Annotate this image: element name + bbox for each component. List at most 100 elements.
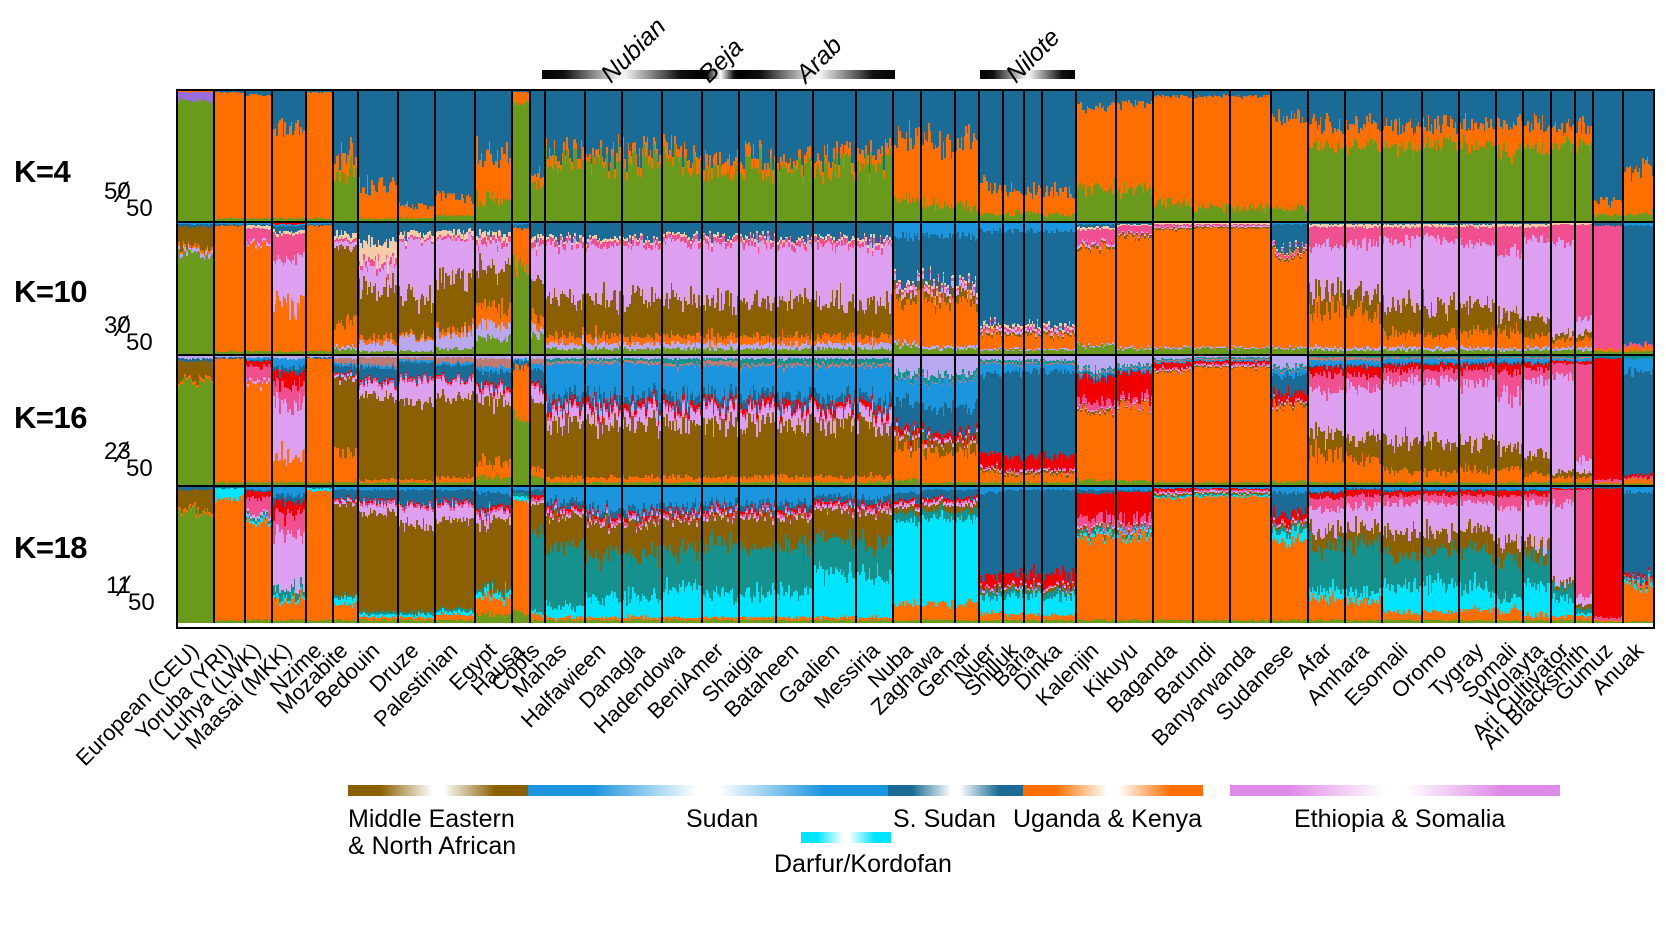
population-column (894, 91, 921, 221)
ancestry-segment (1493, 91, 1495, 129)
population-column (1624, 91, 1653, 221)
ancestry-segment (432, 303, 434, 338)
ancestry-segment (737, 161, 739, 221)
ancestry-segment (1074, 214, 1076, 221)
ancestry-segment (1001, 191, 1003, 215)
ancestry-segment (619, 91, 621, 147)
ancestry-segment (1621, 216, 1623, 221)
ancestry-segment (1590, 143, 1592, 221)
ancestry-segment (1621, 202, 1623, 217)
ancestry-segment (918, 91, 920, 127)
ancestry-segment (472, 91, 474, 203)
individual-bar (1621, 91, 1623, 221)
ancestry-segment (1305, 91, 1307, 122)
individual-bar (1419, 91, 1421, 221)
individual-bar (582, 91, 584, 221)
ancestry-segment (976, 140, 978, 210)
ancestry-segment (1040, 214, 1042, 221)
k-row-label-4: K=4 (14, 154, 70, 190)
ancestry-segment (619, 147, 621, 160)
ancestry-segment (303, 130, 305, 217)
population-column (178, 223, 215, 354)
ancestry-segment (976, 211, 978, 221)
individual-bar (1114, 91, 1116, 221)
population-column (586, 91, 623, 221)
ancestry-segment (527, 102, 529, 221)
population-column (1154, 91, 1194, 221)
population-column (1552, 91, 1576, 221)
ancestry-segment (774, 162, 776, 221)
population-column (399, 91, 436, 221)
runs-denominator: 50 (126, 329, 153, 357)
ancestry-segment (1040, 188, 1042, 214)
individual-bar (509, 91, 511, 221)
ancestry-segment (472, 347, 474, 354)
ancestry-segment (976, 91, 978, 140)
individual-bar (1342, 91, 1344, 221)
individual-bar (355, 223, 357, 354)
ancestry-segment (1590, 91, 1592, 126)
ancestry-segment (331, 351, 333, 354)
individual-bar (1151, 91, 1153, 221)
ancestry-segment (1268, 95, 1270, 207)
ancestry-segment (1419, 150, 1421, 221)
ancestry-segment (331, 219, 333, 221)
ancestry-segment (1652, 209, 1653, 221)
individual-bar (331, 223, 333, 354)
ancestry-segment (1074, 199, 1076, 214)
ancestry-segment (472, 204, 474, 216)
ancestry-segment (1268, 207, 1270, 221)
ancestry-segment (242, 218, 244, 221)
individual-bar (395, 91, 397, 221)
population-column (307, 91, 334, 221)
ancestry-segment (432, 223, 434, 236)
individual-bar (432, 91, 434, 221)
runs-denominator: 50 (128, 589, 155, 617)
population-column (980, 91, 1004, 221)
ancestry-segment (952, 91, 954, 152)
k-panel-k4 (178, 91, 1653, 223)
runs-denominator: 50 (126, 455, 153, 483)
ancestry-segment (432, 218, 434, 221)
ancestry-segment (1652, 176, 1653, 209)
ancestry-segment (1493, 129, 1495, 145)
population-column (246, 91, 273, 221)
ancestry-segment (355, 223, 357, 233)
ancestry-segment (355, 168, 357, 221)
individual-bar (976, 91, 978, 221)
individual-bar (1191, 91, 1193, 221)
population-column (1383, 91, 1423, 221)
ancestry-segment (432, 244, 434, 304)
ancestry-segment (582, 160, 584, 221)
population-column (1497, 91, 1524, 221)
ancestry-segment (472, 240, 474, 269)
ancestry-segment (891, 91, 893, 146)
individual-bar (1074, 91, 1076, 221)
k-row-label-18: K=18 (14, 530, 87, 566)
k-row-label-10: K=10 (14, 274, 87, 310)
ancestry-segment (1572, 91, 1574, 125)
ancestry-segment (1590, 126, 1592, 143)
ancestry-segment (432, 91, 434, 206)
population-column (922, 91, 956, 221)
ancestry-segment (432, 341, 434, 353)
population-column (215, 223, 246, 354)
ancestry-segment (432, 352, 434, 354)
k-panel-k10 (178, 223, 1653, 356)
population-column (513, 91, 531, 221)
ancestry-segment (1652, 91, 1653, 176)
ancestry-segment (659, 155, 661, 164)
individual-bar (242, 91, 244, 221)
ancestry-segment (774, 91, 776, 156)
population-column (359, 91, 399, 221)
ancestry-segment (737, 91, 739, 149)
fraction-slash: ⁄ (120, 310, 125, 344)
ancestry-segment (509, 200, 511, 221)
group-label-nilote: Nilote (1001, 23, 1067, 89)
ancestry-segment (619, 161, 621, 221)
individual-bar (700, 91, 702, 221)
ancestry-segment (1548, 126, 1550, 155)
individual-bar (270, 91, 272, 221)
ancestry-segment (270, 218, 272, 221)
population-column (1077, 91, 1117, 221)
